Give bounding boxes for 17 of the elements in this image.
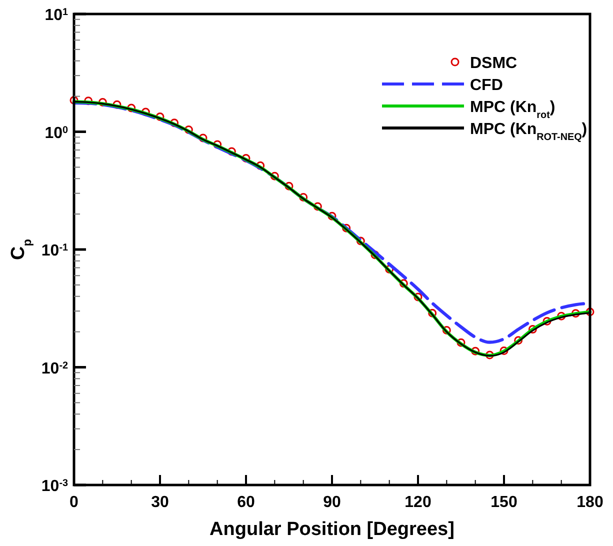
legend-label: MPC (Kn$_{rot}$): [470, 99, 556, 120]
x-tick-label: 90: [323, 494, 341, 511]
x-tick-label: 180: [576, 494, 604, 511]
x-tick-label: 0: [70, 494, 79, 511]
y-tick-label: 10$^{-1}$: [41, 242, 68, 260]
legend-label: DSMC: [470, 55, 518, 72]
x-axis-title: Angular Position [Degrees]: [210, 519, 454, 540]
x-tick-label: 30: [151, 494, 169, 511]
x-tick-label: 120: [404, 494, 432, 511]
legend-label: CFD: [470, 77, 503, 94]
y-tick-label: 10$^{-2}$: [41, 360, 68, 378]
y-tick-label: 10$^{1}$: [44, 6, 68, 24]
y-tick-label: 10$^{0}$: [44, 124, 68, 142]
x-tick-label: 150: [490, 494, 518, 511]
y-tick-label: 10$^{-3}$: [41, 478, 68, 495]
legend-label: MPC (Kn$_{ROT-NEQ}$): [470, 121, 588, 142]
x-tick-label: 60: [237, 494, 255, 511]
